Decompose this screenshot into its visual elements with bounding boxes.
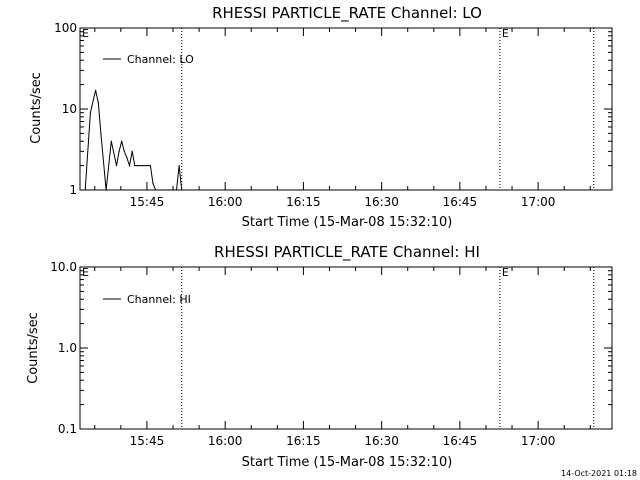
event-label: E bbox=[82, 27, 89, 40]
x-tick-label: 16:30 bbox=[364, 195, 399, 209]
x-tick-label: 16:45 bbox=[443, 195, 478, 209]
x-tick-label: 16:00 bbox=[208, 434, 243, 448]
y-axis-label-lo: Counts/sec bbox=[29, 72, 44, 144]
data-point bbox=[155, 189, 157, 191]
data-point bbox=[181, 189, 183, 191]
data-point bbox=[134, 165, 136, 167]
legend-label-lo: Channel: LO bbox=[127, 53, 194, 66]
chart-title-hi: RHESSI PARTICLE_RATE Channel: HI bbox=[214, 243, 480, 262]
data-point bbox=[123, 150, 125, 152]
x-tick-label: 16:30 bbox=[364, 434, 399, 448]
x-tick-label: 16:15 bbox=[286, 195, 321, 209]
event-label: E bbox=[502, 266, 509, 279]
x-tick-label: 17:00 bbox=[521, 195, 556, 209]
data-point bbox=[157, 189, 159, 191]
data-point bbox=[144, 165, 146, 167]
x-axis-label-lo: Start Time (15-Mar-08 15:32:10) bbox=[242, 215, 453, 230]
y-tick-label: 1 bbox=[69, 183, 77, 197]
data-point bbox=[139, 165, 141, 167]
data-point bbox=[89, 112, 92, 114]
event-label: E bbox=[82, 266, 89, 279]
panel-lo: RHESSI PARTICLE_RATE Channel: LO Counts/… bbox=[29, 4, 613, 230]
data-point bbox=[160, 189, 162, 191]
data-point bbox=[128, 165, 131, 167]
y-tick-label: 10.0 bbox=[50, 260, 77, 274]
data-point bbox=[126, 157, 128, 159]
x-tick-label: 15:45 bbox=[130, 434, 165, 448]
data-point bbox=[178, 165, 180, 167]
x-tick-label: 16:00 bbox=[208, 195, 243, 209]
data-point bbox=[175, 189, 178, 191]
chart-title-lo: RHESSI PARTICLE_RATE Channel: LO bbox=[212, 4, 482, 23]
data-point bbox=[168, 189, 170, 191]
legend-lo: Channel: LO bbox=[103, 53, 194, 66]
data-point bbox=[121, 140, 123, 142]
data-point bbox=[84, 189, 86, 191]
data-point bbox=[149, 165, 152, 167]
series-group-lo bbox=[84, 89, 183, 191]
data-point bbox=[152, 182, 154, 185]
data-point bbox=[105, 189, 107, 191]
x-tick-label: 16:15 bbox=[286, 434, 321, 448]
x-tick-label: 17:00 bbox=[521, 434, 556, 448]
data-point bbox=[95, 89, 97, 91]
data-point bbox=[97, 101, 99, 104]
data-point bbox=[118, 150, 120, 152]
data-point bbox=[110, 140, 112, 142]
data-point bbox=[141, 165, 144, 167]
data-point bbox=[115, 165, 118, 167]
panel-hi: RHESSI PARTICLE_RATE Channel: HI Counts/… bbox=[26, 243, 613, 470]
y-tick-label: 1.0 bbox=[58, 341, 77, 355]
tick-group-lo: 15:45 16:00 16:15 16:30 16:45 17:00 1 10 100 bbox=[54, 21, 612, 209]
series-line-lo bbox=[84, 90, 183, 190]
y-tick-label: 0.1 bbox=[58, 422, 77, 436]
x-tick-label: 15:45 bbox=[130, 195, 165, 209]
tick-group-hi: 15:45 16:00 16:15 16:30 16:45 17:00 0.1 1.0 10.0 bbox=[50, 260, 612, 448]
data-point bbox=[147, 165, 149, 167]
data-point bbox=[131, 150, 133, 152]
y-tick-label: 100 bbox=[54, 21, 77, 35]
data-point bbox=[170, 189, 172, 191]
y-tick-label: 10 bbox=[62, 102, 77, 116]
event-label: E bbox=[502, 27, 509, 40]
legend-hi: Channel: HI bbox=[103, 293, 191, 306]
timestamp: 14-Oct-2021 01:18 bbox=[561, 469, 637, 478]
data-point bbox=[100, 132, 102, 134]
data-point bbox=[165, 189, 167, 191]
data-point bbox=[136, 165, 138, 167]
x-axis-label-hi: Start Time (15-Mar-08 15:32:10) bbox=[242, 455, 453, 470]
x-tick-label: 16:45 bbox=[443, 434, 478, 448]
plot-frame-hi bbox=[79, 266, 613, 430]
legend-label-hi: Channel: HI bbox=[127, 293, 191, 306]
data-point bbox=[173, 189, 175, 191]
y-axis-label-hi: Counts/sec bbox=[26, 312, 41, 384]
data-point bbox=[162, 189, 165, 191]
